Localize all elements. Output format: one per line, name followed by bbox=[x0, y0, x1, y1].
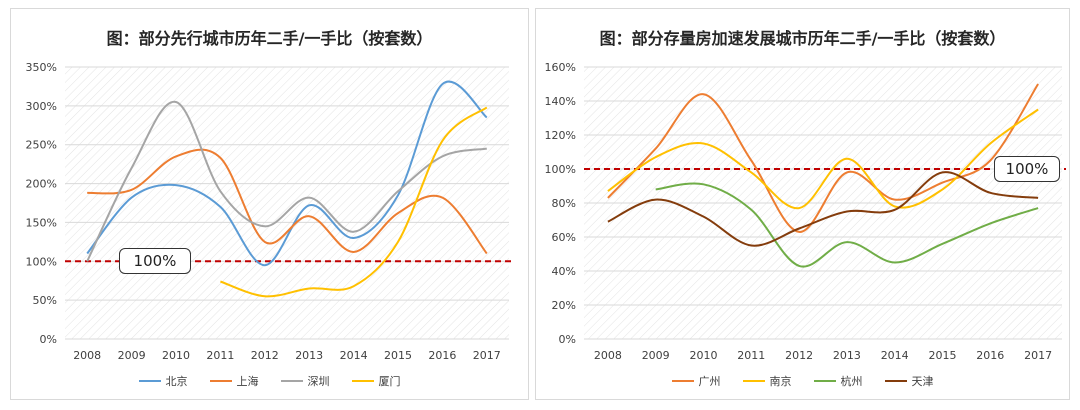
x-tick-label: 2017 bbox=[1024, 349, 1052, 362]
x-tick-label: 2013 bbox=[295, 349, 323, 362]
x-tick-label: 2016 bbox=[428, 349, 456, 362]
legend-label: 杭州 bbox=[840, 375, 863, 388]
legend-item: 深圳 bbox=[280, 373, 330, 389]
series-line bbox=[220, 106, 488, 298]
y-tick-label: 120% bbox=[545, 129, 576, 142]
legend-swatch bbox=[671, 380, 694, 382]
reference-label-100: 100% bbox=[119, 248, 191, 275]
series-line bbox=[86, 100, 487, 262]
legend-swatch bbox=[884, 380, 907, 382]
chart-title: 图：部分存量房加速发展城市历年二手/一手比（按套数） bbox=[599, 29, 1006, 48]
legend-item: 厦门 bbox=[351, 373, 401, 389]
legend-label: 广州 bbox=[698, 375, 721, 388]
y-tick-label: 60% bbox=[552, 231, 576, 244]
x-tick-label: 2011 bbox=[206, 349, 234, 362]
y-tick-label: 140% bbox=[545, 95, 576, 108]
legend-item: 广州 bbox=[671, 373, 721, 389]
legend-label: 北京 bbox=[165, 375, 188, 388]
x-tick-label: 2013 bbox=[833, 349, 861, 362]
series-line bbox=[655, 182, 1039, 268]
line-chart-left: 0% 50% 100% 150% 200% 250% 300% 350% 2008 2009 201… bbox=[26, 61, 513, 362]
y-tick-label: 150% bbox=[26, 216, 57, 229]
legend-swatch bbox=[351, 380, 374, 382]
chart-panel-right: 图：部分存量房加速发展城市历年二手/一手比（按套数） 0% 20% 40% 60% 80… bbox=[535, 8, 1070, 400]
chart-title: 图：部分先行城市历年二手/一手比（按套数） bbox=[106, 29, 433, 48]
y-tick-label: 100% bbox=[545, 163, 576, 176]
legend-item: 上海 bbox=[209, 373, 259, 389]
y-tick-label: 250% bbox=[26, 139, 57, 152]
x-tick-label: 2012 bbox=[251, 349, 279, 362]
legend-swatch bbox=[209, 380, 232, 382]
y-tick-label: 40% bbox=[552, 265, 576, 278]
x-tick-label: 2009 bbox=[118, 349, 146, 362]
line-chart-right: 0% 20% 40% 60% 80% 100% 120% 140% 160% 2008 2009 20… bbox=[545, 61, 1066, 362]
legend-label: 上海 bbox=[236, 375, 259, 388]
y-tick-label: 350% bbox=[26, 61, 57, 74]
legend-label: 天津 bbox=[911, 375, 934, 388]
reference-label-100: 100% bbox=[994, 156, 1060, 182]
x-tick-label: 2017 bbox=[473, 349, 501, 362]
legend-swatch bbox=[280, 380, 303, 382]
series-line bbox=[607, 108, 1039, 210]
legend-item: 南京 bbox=[742, 373, 792, 389]
y-tick-label: 80% bbox=[552, 197, 576, 210]
y-tick-label: 200% bbox=[26, 178, 57, 191]
legend-label: 深圳 bbox=[307, 375, 330, 388]
y-tick-label: 300% bbox=[26, 100, 57, 113]
x-tick-label: 2014 bbox=[881, 349, 909, 362]
series-line bbox=[86, 80, 488, 267]
legend-item: 杭州 bbox=[813, 373, 863, 389]
legend-swatch bbox=[813, 380, 836, 382]
legend-item: 天津 bbox=[884, 373, 934, 389]
x-tick-label: 2012 bbox=[785, 349, 813, 362]
plot-area bbox=[65, 67, 509, 339]
legend-label: 厦门 bbox=[378, 375, 401, 388]
legend-label: 南京 bbox=[769, 375, 792, 388]
series-line bbox=[607, 171, 1039, 247]
y-tick-label: 0% bbox=[559, 333, 576, 346]
x-tick-label: 2016 bbox=[976, 349, 1004, 362]
x-tick-label: 2011 bbox=[737, 349, 765, 362]
y-tick-label: 50% bbox=[33, 294, 57, 307]
series-line bbox=[607, 83, 1039, 233]
series-line bbox=[87, 148, 488, 255]
chart-legend: 广州 南京 杭州 天津 bbox=[536, 373, 1069, 389]
x-tick-label: 2015 bbox=[929, 349, 957, 362]
x-tick-label: 2014 bbox=[340, 349, 368, 362]
y-tick-label: 160% bbox=[545, 61, 576, 74]
chart-legend: 北京 上海 深圳 厦门 bbox=[11, 373, 528, 389]
x-tick-label: 2009 bbox=[642, 349, 670, 362]
x-tick-label: 2010 bbox=[690, 349, 718, 362]
x-tick-label: 2015 bbox=[384, 349, 412, 362]
y-tick-label: 0% bbox=[40, 333, 57, 346]
legend-swatch bbox=[138, 380, 161, 382]
y-tick-label: 100% bbox=[26, 255, 57, 268]
x-tick-label: 2008 bbox=[594, 349, 622, 362]
x-tick-label: 2008 bbox=[73, 349, 101, 362]
y-tick-label: 20% bbox=[552, 299, 576, 312]
legend-item: 北京 bbox=[138, 373, 188, 389]
x-tick-label: 2010 bbox=[162, 349, 190, 362]
chart-panel-left: 图：部分先行城市历年二手/一手比（按套数） 0% 50% 100% 150% 200% 2… bbox=[10, 8, 529, 400]
legend-swatch bbox=[742, 380, 765, 382]
